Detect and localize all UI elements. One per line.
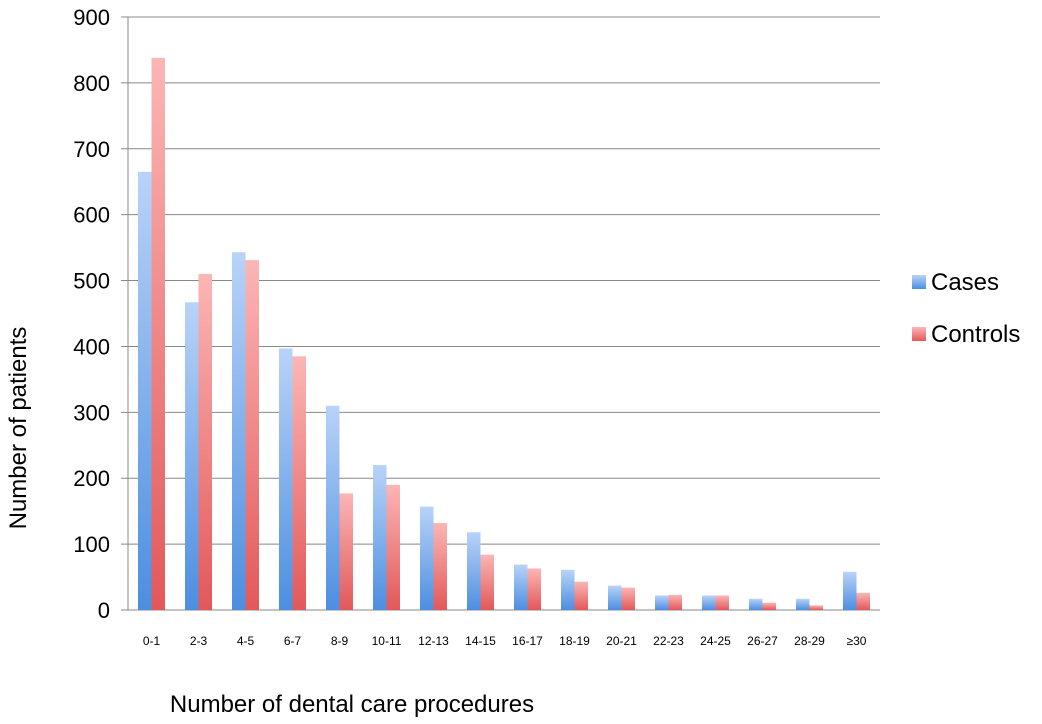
bar-controls-14-15	[480, 554, 494, 610]
x-tick-label: 0-1	[143, 634, 161, 648]
y-tick-label: 800	[73, 71, 110, 96]
x-tick-label: 10-11	[372, 634, 402, 648]
bar-controls-20-21	[621, 587, 635, 610]
x-tick-label: 8-9	[331, 634, 349, 648]
bar-cases-6-7	[279, 348, 293, 610]
bar-controls-10-11	[386, 484, 400, 610]
y-tick-label: 100	[73, 532, 110, 557]
x-tick-label: 6-7	[284, 634, 302, 648]
x-tick-labels: 0-1 2-3 4-5 6-7 8-9 10-11 12-13 14-15 16-17 18-19…	[143, 634, 867, 648]
bar-cases-14-15	[467, 532, 481, 610]
x-axis-title: Number of dental care procedures	[170, 691, 534, 718]
bar-cases-20-21	[608, 585, 622, 610]
bar-controls-22-23	[668, 594, 682, 610]
legend-swatch-cases	[912, 275, 926, 289]
x-tick-label: ≥30	[847, 634, 867, 648]
y-tick-label: 300	[73, 400, 110, 425]
x-tick-label: 14-15	[465, 634, 496, 648]
y-axis-title: Number of patients	[5, 327, 32, 530]
y-tick-label: 0	[98, 598, 110, 623]
x-tick-label: 26-27	[747, 634, 778, 648]
y-tick-labels: 0 100 200 300 400 500 600 700 800 900	[73, 5, 110, 623]
x-tick-label: 20-21	[606, 634, 637, 648]
legend-label-controls: Controls	[931, 321, 1020, 348]
y-tick-label: 400	[73, 334, 110, 359]
bar-controls-18-19	[574, 581, 588, 610]
bar-cases-22-23	[655, 595, 669, 610]
x-tick-label: 12-13	[418, 634, 449, 648]
x-tick-label: 28-29	[794, 634, 825, 648]
bar-controls-26-27	[762, 602, 776, 610]
bar-cases-2-3	[185, 302, 199, 610]
bar-cases-28-29	[796, 598, 810, 610]
x-tick-label: 22-23	[653, 634, 684, 648]
x-tick-label: 2-3	[190, 634, 208, 648]
bar-cases-4-5	[232, 252, 246, 610]
bar-controls-28-29	[809, 605, 823, 610]
bar-controls-16-17	[527, 568, 541, 610]
bar-cases-12-13	[420, 506, 434, 610]
bar-cases-0-1	[138, 171, 152, 610]
bar-controls-12-13	[433, 523, 447, 610]
x-tick-label: 24-25	[700, 634, 731, 648]
legend-swatch-controls	[912, 327, 926, 341]
legend-label-cases: Cases	[931, 269, 999, 296]
bars	[138, 57, 870, 611]
bar-controls-24-25	[715, 595, 729, 610]
bar-cases-24-25	[702, 595, 716, 610]
bar-cases-10-11	[373, 465, 387, 610]
bar-controls-8-9	[339, 493, 353, 610]
bar-controls-2-3	[198, 273, 212, 610]
bar-cases-16-17	[514, 564, 528, 610]
bar-controls-4-5	[245, 260, 259, 610]
x-tick-label: 16-17	[512, 634, 543, 648]
y-tick-label: 700	[73, 137, 110, 162]
y-tick-label: 200	[73, 466, 110, 491]
legend: Cases Controls	[912, 269, 1020, 348]
y-tick-label: 500	[73, 269, 110, 294]
bar-controls-6-7	[292, 356, 306, 610]
bar-controls-≥30	[856, 592, 870, 610]
bar-controls-0-1	[151, 57, 165, 611]
bar-cases-8-9	[326, 405, 340, 610]
bar-cases-26-27	[749, 598, 763, 610]
x-tick-label: 18-19	[559, 634, 590, 648]
y-tick-label: 600	[73, 203, 110, 228]
y-tick-label: 900	[73, 5, 110, 30]
x-tick-label: 4-5	[237, 634, 255, 648]
bar-cases-18-19	[561, 569, 575, 610]
bar-cases-≥30	[843, 571, 857, 610]
